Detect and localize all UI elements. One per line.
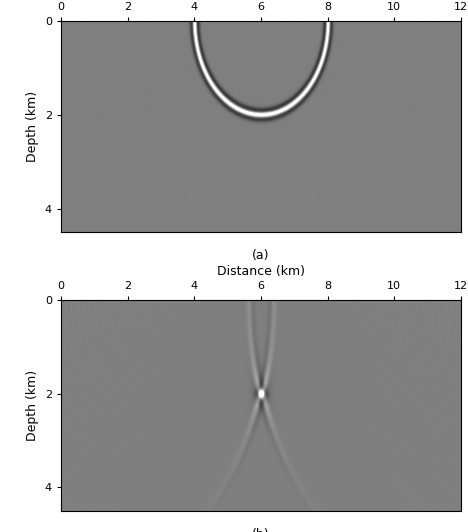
Y-axis label: Depth (km): Depth (km) — [26, 91, 39, 162]
X-axis label: Distance (km): Distance (km) — [217, 265, 305, 278]
Text: (a): (a) — [252, 249, 270, 262]
Y-axis label: Depth (km): Depth (km) — [26, 370, 39, 441]
Text: (b): (b) — [252, 528, 270, 532]
